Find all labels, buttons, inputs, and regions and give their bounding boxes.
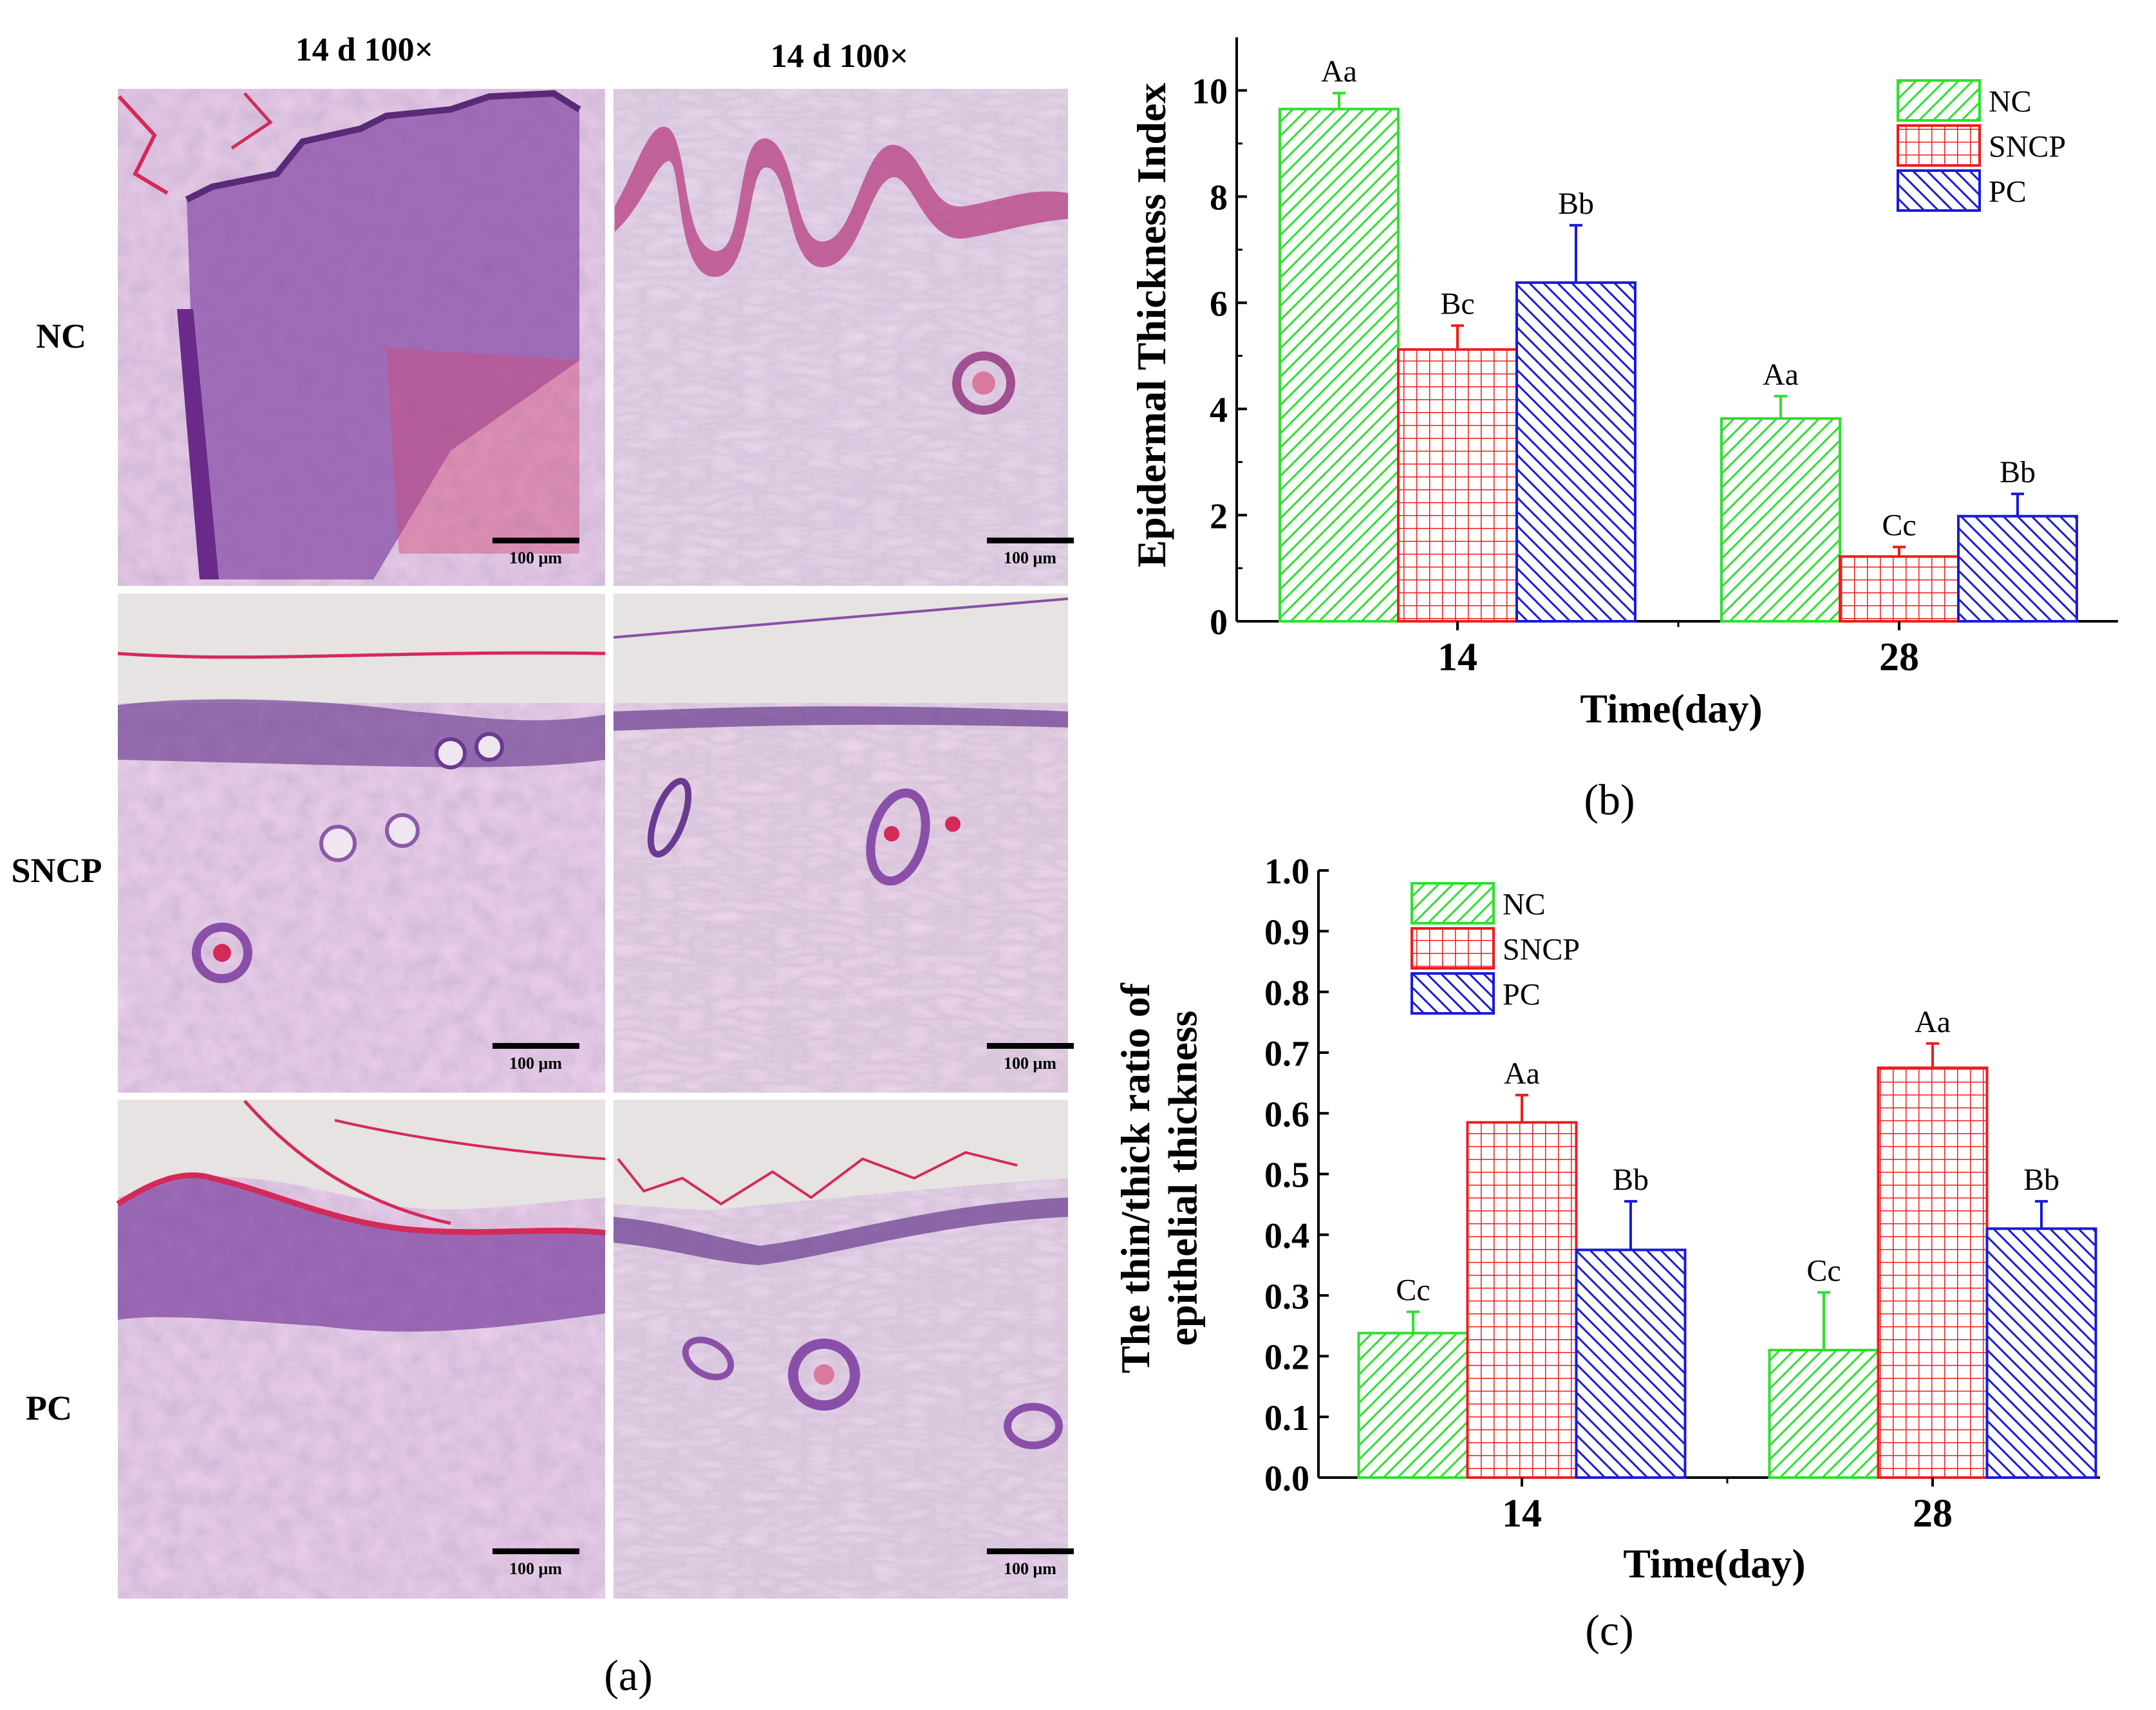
y-tick-label: 4 [1210, 390, 1228, 430]
panel-a: 14 d 100× 14 d 100× NC SNCP PC 100 μm 10… [11, 32, 1074, 1700]
data-label: Aa [1915, 1005, 1951, 1039]
y-tick-label: 6 [1210, 284, 1228, 324]
chart-thin-thick-ratio: 0.0 0.1 0.2 0.3 0.4 0.5 0.6 0.7 0.8 0.9 1.0 Cc Aa Bb 1… [1112, 852, 2100, 1655]
scale-bar-label: 100 μm [1004, 1559, 1056, 1578]
data-label: Bb [1558, 187, 1594, 221]
y-tick-label: 0.0 [1264, 1459, 1309, 1499]
y-tick-label: 0.3 [1264, 1277, 1309, 1317]
data-label: Aa [1504, 1057, 1540, 1091]
legend-label: NC [1503, 887, 1546, 921]
bar [1985, 1227, 2097, 1479]
y-tick-label: 0.4 [1264, 1216, 1309, 1256]
micrograph-nc-left: 100 μm [117, 89, 605, 586]
micrograph-pc-right: 100 μm [614, 1100, 1074, 1599]
y-tick-label: 0.6 [1264, 1095, 1309, 1134]
data-label: Cc [1806, 1254, 1841, 1288]
micrograph-sncp-left: 100 μm [117, 594, 606, 1093]
y-axis-label: epithelial thickness [1160, 1011, 1206, 1346]
data-label: Bc [1440, 287, 1474, 321]
y-tick-label: 0.1 [1264, 1398, 1309, 1438]
data-label: Bb [2000, 455, 2036, 489]
data-label: Bb [1613, 1163, 1649, 1197]
y-tick-label: 2 [1210, 496, 1228, 536]
y-tick-label: 0.5 [1264, 1156, 1309, 1196]
legend-swatch [1411, 927, 1495, 970]
data-label: Bb [2023, 1163, 2059, 1197]
legend-swatch [1411, 972, 1495, 1015]
legend-label: NC [1989, 84, 2032, 118]
x-tick-label: 28 [1879, 635, 1919, 679]
panel-a-caption: (a) [604, 1651, 652, 1700]
chart-caption: (c) [1585, 1606, 1633, 1655]
bar [1877, 1066, 1989, 1479]
scale-bar-label: 100 μm [1004, 1054, 1056, 1073]
legend-label: PC [1503, 977, 1541, 1011]
y-tick-label: 0 [1210, 603, 1228, 643]
bar [1839, 555, 1960, 623]
x-tick-label: 28 [1913, 1492, 1953, 1536]
scale-bar-label: 100 μm [509, 1559, 562, 1578]
scale-bar-label: 100 μm [509, 549, 562, 567]
data-label: Aa [1763, 357, 1799, 391]
bar [1279, 108, 1400, 623]
scale-bar-label: 100 μm [509, 1054, 562, 1073]
bar [1466, 1121, 1578, 1479]
chart-epidermal-thickness: 0 2 4 6 8 10 Aa Bc Bb 14 Aa Cc Bb 28 Time(day) Epiderma… [1129, 37, 2118, 824]
data-label: Aa [1321, 55, 1357, 89]
x-axis-label: Time(day) [1623, 1541, 1805, 1586]
chart-caption: (b) [1584, 775, 1635, 824]
bar [1957, 514, 2078, 623]
y-tick-label: 1.0 [1264, 852, 1309, 892]
legend-swatch [1897, 169, 1981, 212]
bar [1357, 1331, 1469, 1479]
y-tick-label: 0.7 [1264, 1034, 1309, 1074]
y-tick-label: 0.9 [1264, 912, 1309, 952]
micrograph-sncp-right: 100 μm [613, 594, 1074, 1093]
bar [1515, 281, 1636, 623]
col-header-2: 14 d 100× [771, 38, 909, 75]
micrograph-nc-right: 100 μm [614, 89, 1074, 586]
x-tick-label: 14 [1502, 1492, 1542, 1536]
bar [1768, 1348, 1880, 1479]
row-label-sncp: SNCP [11, 851, 102, 890]
legend-label: SNCP [1989, 129, 2066, 164]
col-header-1: 14 d 100× [295, 32, 434, 68]
x-tick-label: 14 [1438, 635, 1477, 679]
y-tick-label: 10 [1192, 72, 1228, 112]
bar [1397, 348, 1518, 623]
legend-swatch [1897, 79, 1981, 122]
y-tick-label: 0.8 [1264, 973, 1309, 1013]
x-axis-label: Time(day) [1580, 686, 1762, 731]
legend-label: SNCP [1503, 932, 1580, 966]
y-axis-label: Epidermal Thickness Index [1129, 83, 1174, 568]
bar [1575, 1248, 1687, 1479]
bar [1720, 417, 1841, 623]
row-label-nc: NC [36, 317, 86, 355]
row-label-pc: PC [26, 1389, 72, 1427]
scale-bar-label: 100 μm [1004, 549, 1056, 567]
y-axis-label: The thin/thick ratio of [1112, 982, 1158, 1373]
micrograph-pc-left: 100 μm [116, 1100, 606, 1599]
y-tick-label: 8 [1210, 178, 1228, 218]
data-label: Cc [1396, 1273, 1430, 1308]
legend-label: PC [1989, 174, 2027, 209]
data-label: Cc [1882, 509, 1916, 543]
legend-swatch [1897, 124, 1981, 167]
legend-swatch [1411, 882, 1495, 925]
y-tick-label: 0.2 [1264, 1338, 1309, 1378]
